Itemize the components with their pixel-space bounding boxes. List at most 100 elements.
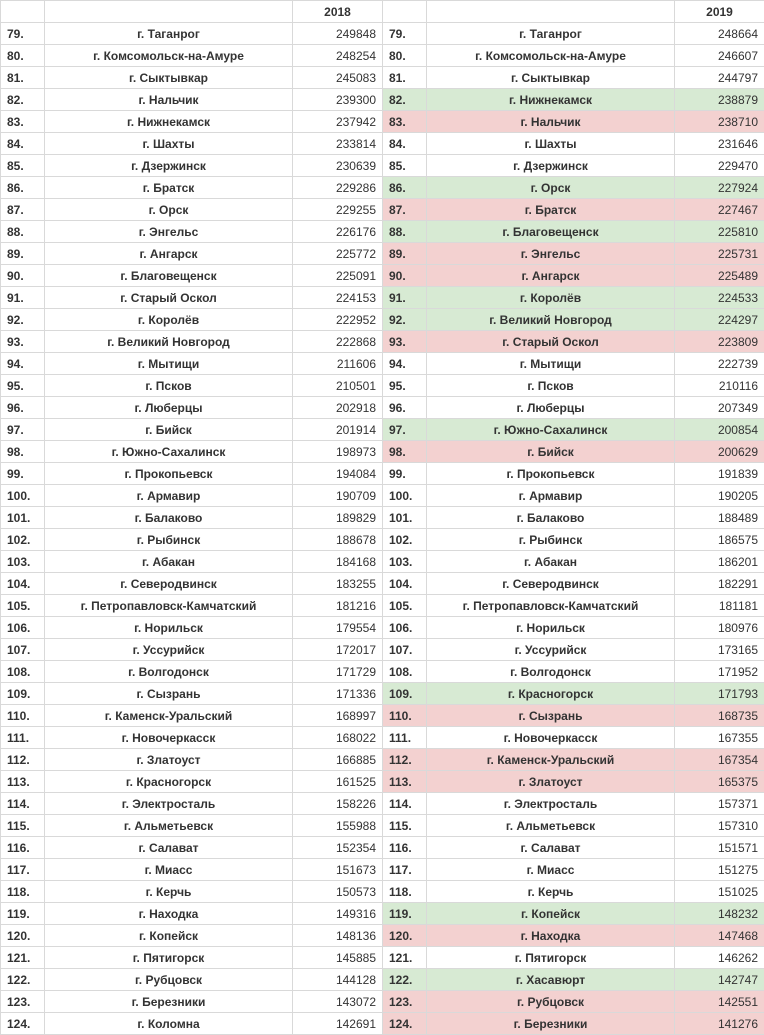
right-value: 157310 (675, 815, 764, 837)
table-row: 104.г. Северодвинск183255104.г. Северодв… (1, 573, 764, 595)
header-blank (1, 1, 45, 23)
table-row: 88.г. Энгельс22617688.г. Благовещенск225… (1, 221, 764, 243)
left-value: 158226 (293, 793, 383, 815)
left-rank: 112. (1, 749, 45, 771)
right-value: 188489 (675, 507, 764, 529)
left-rank: 121. (1, 947, 45, 969)
left-rank: 104. (1, 573, 45, 595)
right-city: г. Салават (427, 837, 675, 859)
right-city: г. Братск (427, 199, 675, 221)
left-rank: 122. (1, 969, 45, 991)
left-city: г. Электросталь (45, 793, 293, 815)
right-rank: 96. (383, 397, 427, 419)
left-city: г. Мытищи (45, 353, 293, 375)
right-rank: 124. (383, 1013, 427, 1035)
table-row: 82.г. Нальчик23930082.г. Нижнекамск23887… (1, 89, 764, 111)
left-city: г. Рубцовск (45, 969, 293, 991)
right-city: г. Южно-Сахалинск (427, 419, 675, 441)
left-rank: 110. (1, 705, 45, 727)
left-value: 226176 (293, 221, 383, 243)
right-value: 223809 (675, 331, 764, 353)
left-city: г. Шахты (45, 133, 293, 155)
table-row: 120.г. Копейск148136120.г. Находка147468 (1, 925, 764, 947)
right-rank: 110. (383, 705, 427, 727)
left-rank: 99. (1, 463, 45, 485)
table-row: 85.г. Дзержинск23063985.г. Дзержинск2294… (1, 155, 764, 177)
right-value: 191839 (675, 463, 764, 485)
header-row: 2018 2019 (1, 1, 764, 23)
left-value: 183255 (293, 573, 383, 595)
table-row: 86.г. Братск22928686.г. Орск227924 (1, 177, 764, 199)
left-city: г. Сызрань (45, 683, 293, 705)
right-rank: 84. (383, 133, 427, 155)
left-value: 230639 (293, 155, 383, 177)
right-value: 181181 (675, 595, 764, 617)
right-city: г. Северодвинск (427, 573, 675, 595)
left-city: г. Прокопьевск (45, 463, 293, 485)
left-rank: 89. (1, 243, 45, 265)
table-row: 106.г. Норильск179554106.г. Норильск1809… (1, 617, 764, 639)
right-city: г. Альметьевск (427, 815, 675, 837)
header-year-left: 2018 (293, 1, 383, 23)
left-value: 148136 (293, 925, 383, 947)
right-value: 186201 (675, 551, 764, 573)
right-rank: 118. (383, 881, 427, 903)
left-city: г. Волгодонск (45, 661, 293, 683)
right-rank: 120. (383, 925, 427, 947)
right-rank: 90. (383, 265, 427, 287)
right-rank: 116. (383, 837, 427, 859)
right-value: 173165 (675, 639, 764, 661)
right-rank: 122. (383, 969, 427, 991)
right-value: 207349 (675, 397, 764, 419)
left-value: 237942 (293, 111, 383, 133)
right-value: 224533 (675, 287, 764, 309)
table-row: 105.г. Петропавловск-Камчатский181216105… (1, 595, 764, 617)
left-city: г. Бийск (45, 419, 293, 441)
table-row: 117.г. Миасс151673117.г. Миасс151275 (1, 859, 764, 881)
table-row: 115.г. Альметьевск155988115.г. Альметьев… (1, 815, 764, 837)
right-city: г. Нальчик (427, 111, 675, 133)
right-rank: 104. (383, 573, 427, 595)
right-value: 246607 (675, 45, 764, 67)
right-value: 182291 (675, 573, 764, 595)
right-city: г. Копейск (427, 903, 675, 925)
left-rank: 118. (1, 881, 45, 903)
right-rank: 94. (383, 353, 427, 375)
left-value: 245083 (293, 67, 383, 89)
left-city: г. Армавир (45, 485, 293, 507)
left-city: г. Березники (45, 991, 293, 1013)
left-value: 151673 (293, 859, 383, 881)
left-value: 201914 (293, 419, 383, 441)
right-city: г. Рыбинск (427, 529, 675, 551)
right-value: 141276 (675, 1013, 764, 1035)
right-value: 200629 (675, 441, 764, 463)
table-row: 80.г. Комсомольск-на-Амуре24825480.г. Ко… (1, 45, 764, 67)
table-row: 79.г. Таганрог24984879.г. Таганрог248664 (1, 23, 764, 45)
right-rank: 119. (383, 903, 427, 925)
left-value: 224153 (293, 287, 383, 309)
right-value: 165375 (675, 771, 764, 793)
right-rank: 108. (383, 661, 427, 683)
left-rank: 107. (1, 639, 45, 661)
right-value: 225731 (675, 243, 764, 265)
right-rank: 112. (383, 749, 427, 771)
left-rank: 92. (1, 309, 45, 331)
table-body: 79.г. Таганрог24984879.г. Таганрог248664… (1, 23, 764, 1035)
left-value: 248254 (293, 45, 383, 67)
left-city: г. Старый Оскол (45, 287, 293, 309)
left-value: 229286 (293, 177, 383, 199)
left-city: г. Коломна (45, 1013, 293, 1035)
table-row: 124.г. Коломна142691124.г. Березники1412… (1, 1013, 764, 1035)
table-row: 123.г. Березники143072123.г. Рубцовск142… (1, 991, 764, 1013)
left-rank: 80. (1, 45, 45, 67)
right-city: г. Ангарск (427, 265, 675, 287)
right-city: г. Златоуст (427, 771, 675, 793)
left-value: 249848 (293, 23, 383, 45)
table-row: 90.г. Благовещенск22509190.г. Ангарск225… (1, 265, 764, 287)
left-value: 211606 (293, 353, 383, 375)
right-value: 157371 (675, 793, 764, 815)
left-city: г. Керчь (45, 881, 293, 903)
right-city: г. Великий Новгород (427, 309, 675, 331)
left-city: г. Салават (45, 837, 293, 859)
left-value: 143072 (293, 991, 383, 1013)
